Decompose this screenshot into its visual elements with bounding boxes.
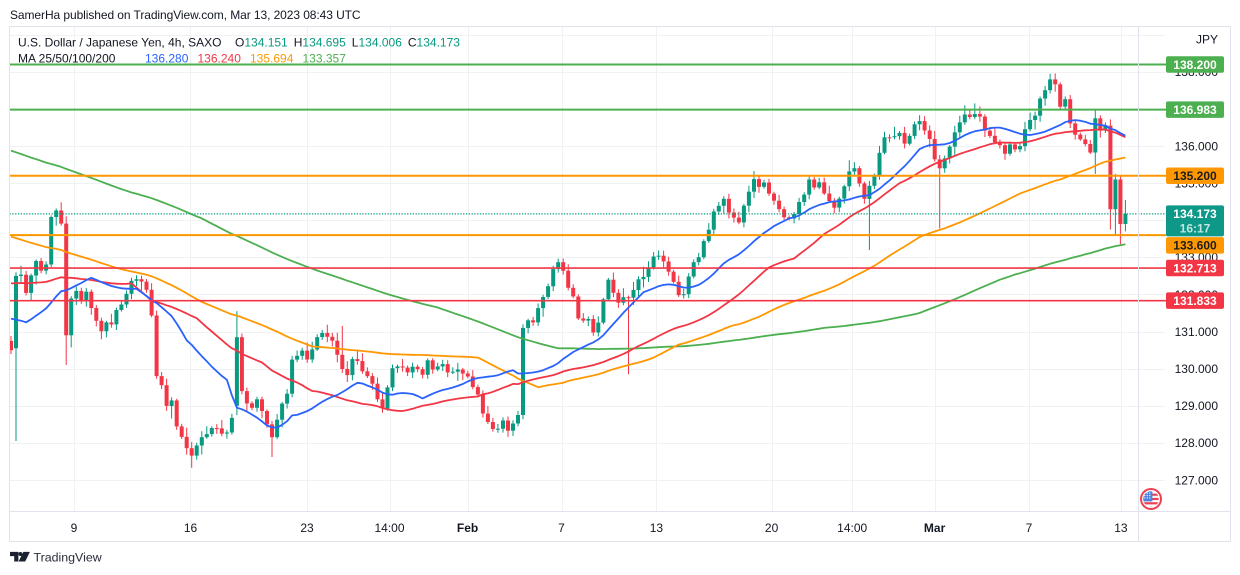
- svg-text:Mar: Mar: [924, 521, 946, 535]
- svg-text:127.000: 127.000: [1175, 473, 1219, 487]
- svg-text:128.000: 128.000: [1175, 436, 1219, 450]
- svg-text:136.983: 136.983: [1173, 103, 1217, 117]
- svg-text:SamerHa published on TradingVi: SamerHa published on TradingView.com, Ma…: [10, 8, 361, 22]
- svg-text:134.173: 134.173: [1173, 207, 1217, 221]
- svg-text:136.000: 136.000: [1175, 139, 1219, 153]
- svg-text:131.000: 131.000: [1175, 325, 1219, 339]
- svg-text:135.200: 135.200: [1173, 169, 1217, 183]
- svg-text:7: 7: [1026, 521, 1033, 535]
- svg-text:23: 23: [300, 521, 314, 535]
- svg-text:132.713: 132.713: [1173, 261, 1217, 275]
- svg-text:7: 7: [558, 521, 565, 535]
- svg-text:20: 20: [765, 521, 779, 535]
- svg-text:138.200: 138.200: [1173, 58, 1217, 72]
- svg-text:JPY: JPY: [1196, 33, 1218, 47]
- svg-text:13: 13: [1114, 521, 1128, 535]
- svg-text:9: 9: [71, 521, 78, 535]
- svg-text:13: 13: [650, 521, 664, 535]
- svg-text:Feb: Feb: [457, 521, 478, 535]
- svg-text:16: 16: [184, 521, 198, 535]
- svg-text:14:00: 14:00: [837, 521, 867, 535]
- svg-text:16:17: 16:17: [1180, 222, 1211, 236]
- svg-text:131.833: 131.833: [1173, 294, 1217, 308]
- svg-text:130.000: 130.000: [1175, 362, 1219, 376]
- svg-text:129.000: 129.000: [1175, 399, 1219, 413]
- svg-text:133.600: 133.600: [1173, 239, 1217, 253]
- svg-text:U.S. Dollar / Japanese Yen, 4h: U.S. Dollar / Japanese Yen, 4h, SAXO O134…: [18, 36, 460, 50]
- svg-text:14:00: 14:00: [374, 521, 404, 535]
- svg-text:TradingView: TradingView: [34, 551, 102, 565]
